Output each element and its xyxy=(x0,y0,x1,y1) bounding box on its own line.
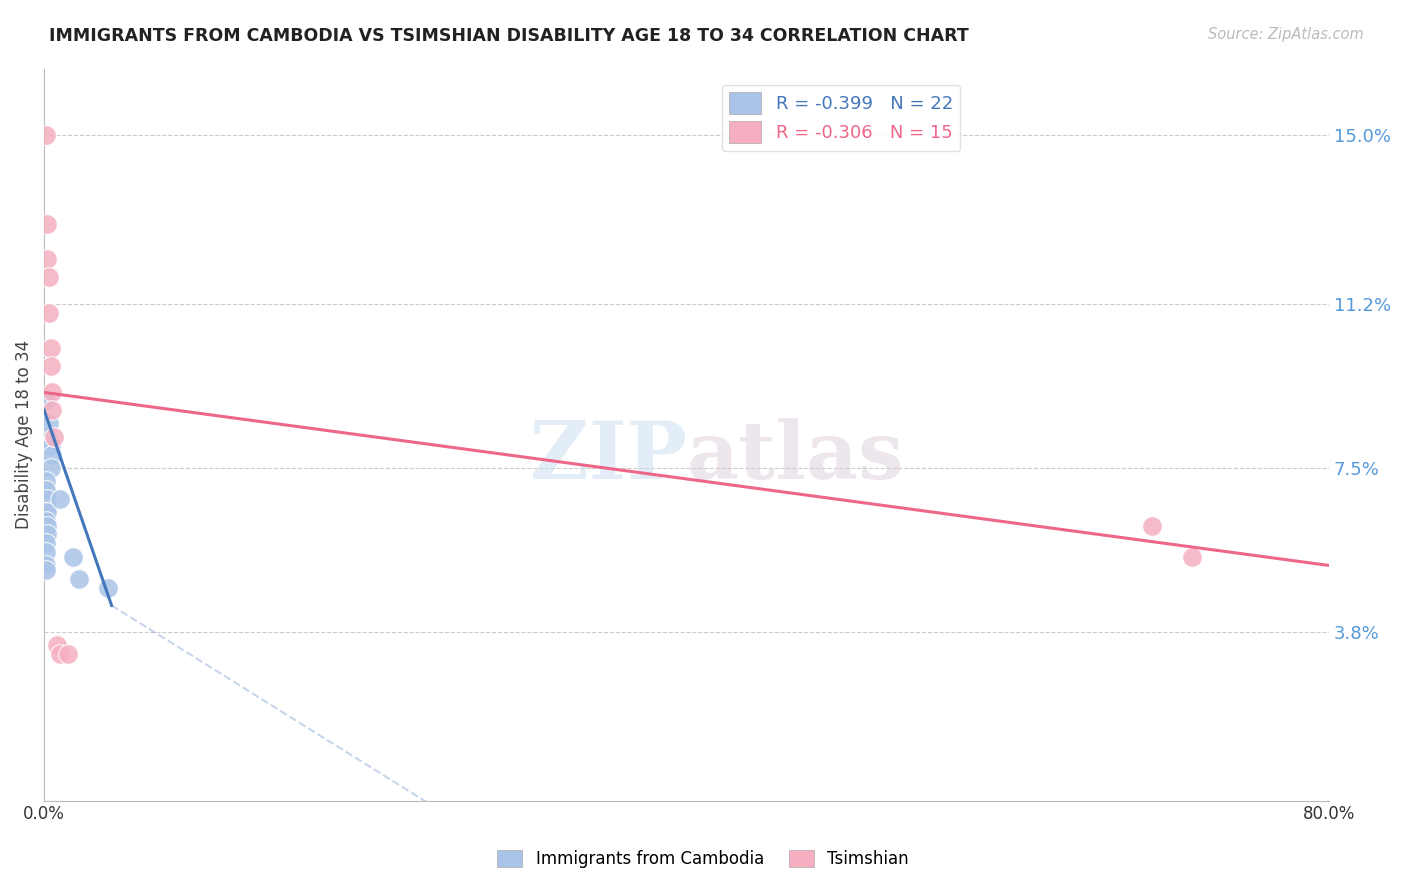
Point xyxy=(35,474,58,488)
Point xyxy=(35,394,58,409)
Point xyxy=(37,252,59,267)
Point xyxy=(35,128,58,142)
Point xyxy=(97,581,120,595)
Point xyxy=(35,536,58,550)
Point xyxy=(35,545,58,559)
Text: Source: ZipAtlas.com: Source: ZipAtlas.com xyxy=(1208,27,1364,42)
Point xyxy=(38,417,60,431)
Legend: R = -0.399   N = 22, R = -0.306   N = 15: R = -0.399 N = 22, R = -0.306 N = 15 xyxy=(721,85,960,151)
Point xyxy=(37,217,59,231)
Point xyxy=(41,403,63,417)
Text: atlas: atlas xyxy=(686,417,904,496)
Point xyxy=(35,505,58,519)
Point xyxy=(58,647,80,661)
Point xyxy=(41,385,63,400)
Point xyxy=(62,549,84,564)
Text: IMMIGRANTS FROM CAMBODIA VS TSIMSHIAN DISABILITY AGE 18 TO 34 CORRELATION CHART: IMMIGRANTS FROM CAMBODIA VS TSIMSHIAN DI… xyxy=(49,27,969,45)
Point xyxy=(39,460,62,475)
Point xyxy=(39,341,62,355)
Point xyxy=(49,491,72,506)
Point xyxy=(35,563,58,577)
Point xyxy=(1181,549,1204,564)
Text: ZIP: ZIP xyxy=(530,417,686,496)
Point xyxy=(37,518,59,533)
Point xyxy=(49,647,72,661)
Point xyxy=(1142,518,1164,533)
Point xyxy=(35,514,58,528)
Point xyxy=(37,505,59,519)
Y-axis label: Disability Age 18 to 34: Disability Age 18 to 34 xyxy=(15,340,32,529)
Point xyxy=(37,527,59,541)
Point xyxy=(37,491,59,506)
Point xyxy=(39,439,62,453)
Point xyxy=(41,448,63,462)
Point xyxy=(42,430,65,444)
Point xyxy=(46,638,69,652)
Point xyxy=(69,572,91,586)
Point xyxy=(38,270,60,285)
Point xyxy=(37,430,59,444)
Legend: Immigrants from Cambodia, Tsimshian: Immigrants from Cambodia, Tsimshian xyxy=(491,843,915,875)
Point xyxy=(35,483,58,497)
Point xyxy=(38,305,60,319)
Point xyxy=(35,558,58,573)
Point xyxy=(39,359,62,373)
